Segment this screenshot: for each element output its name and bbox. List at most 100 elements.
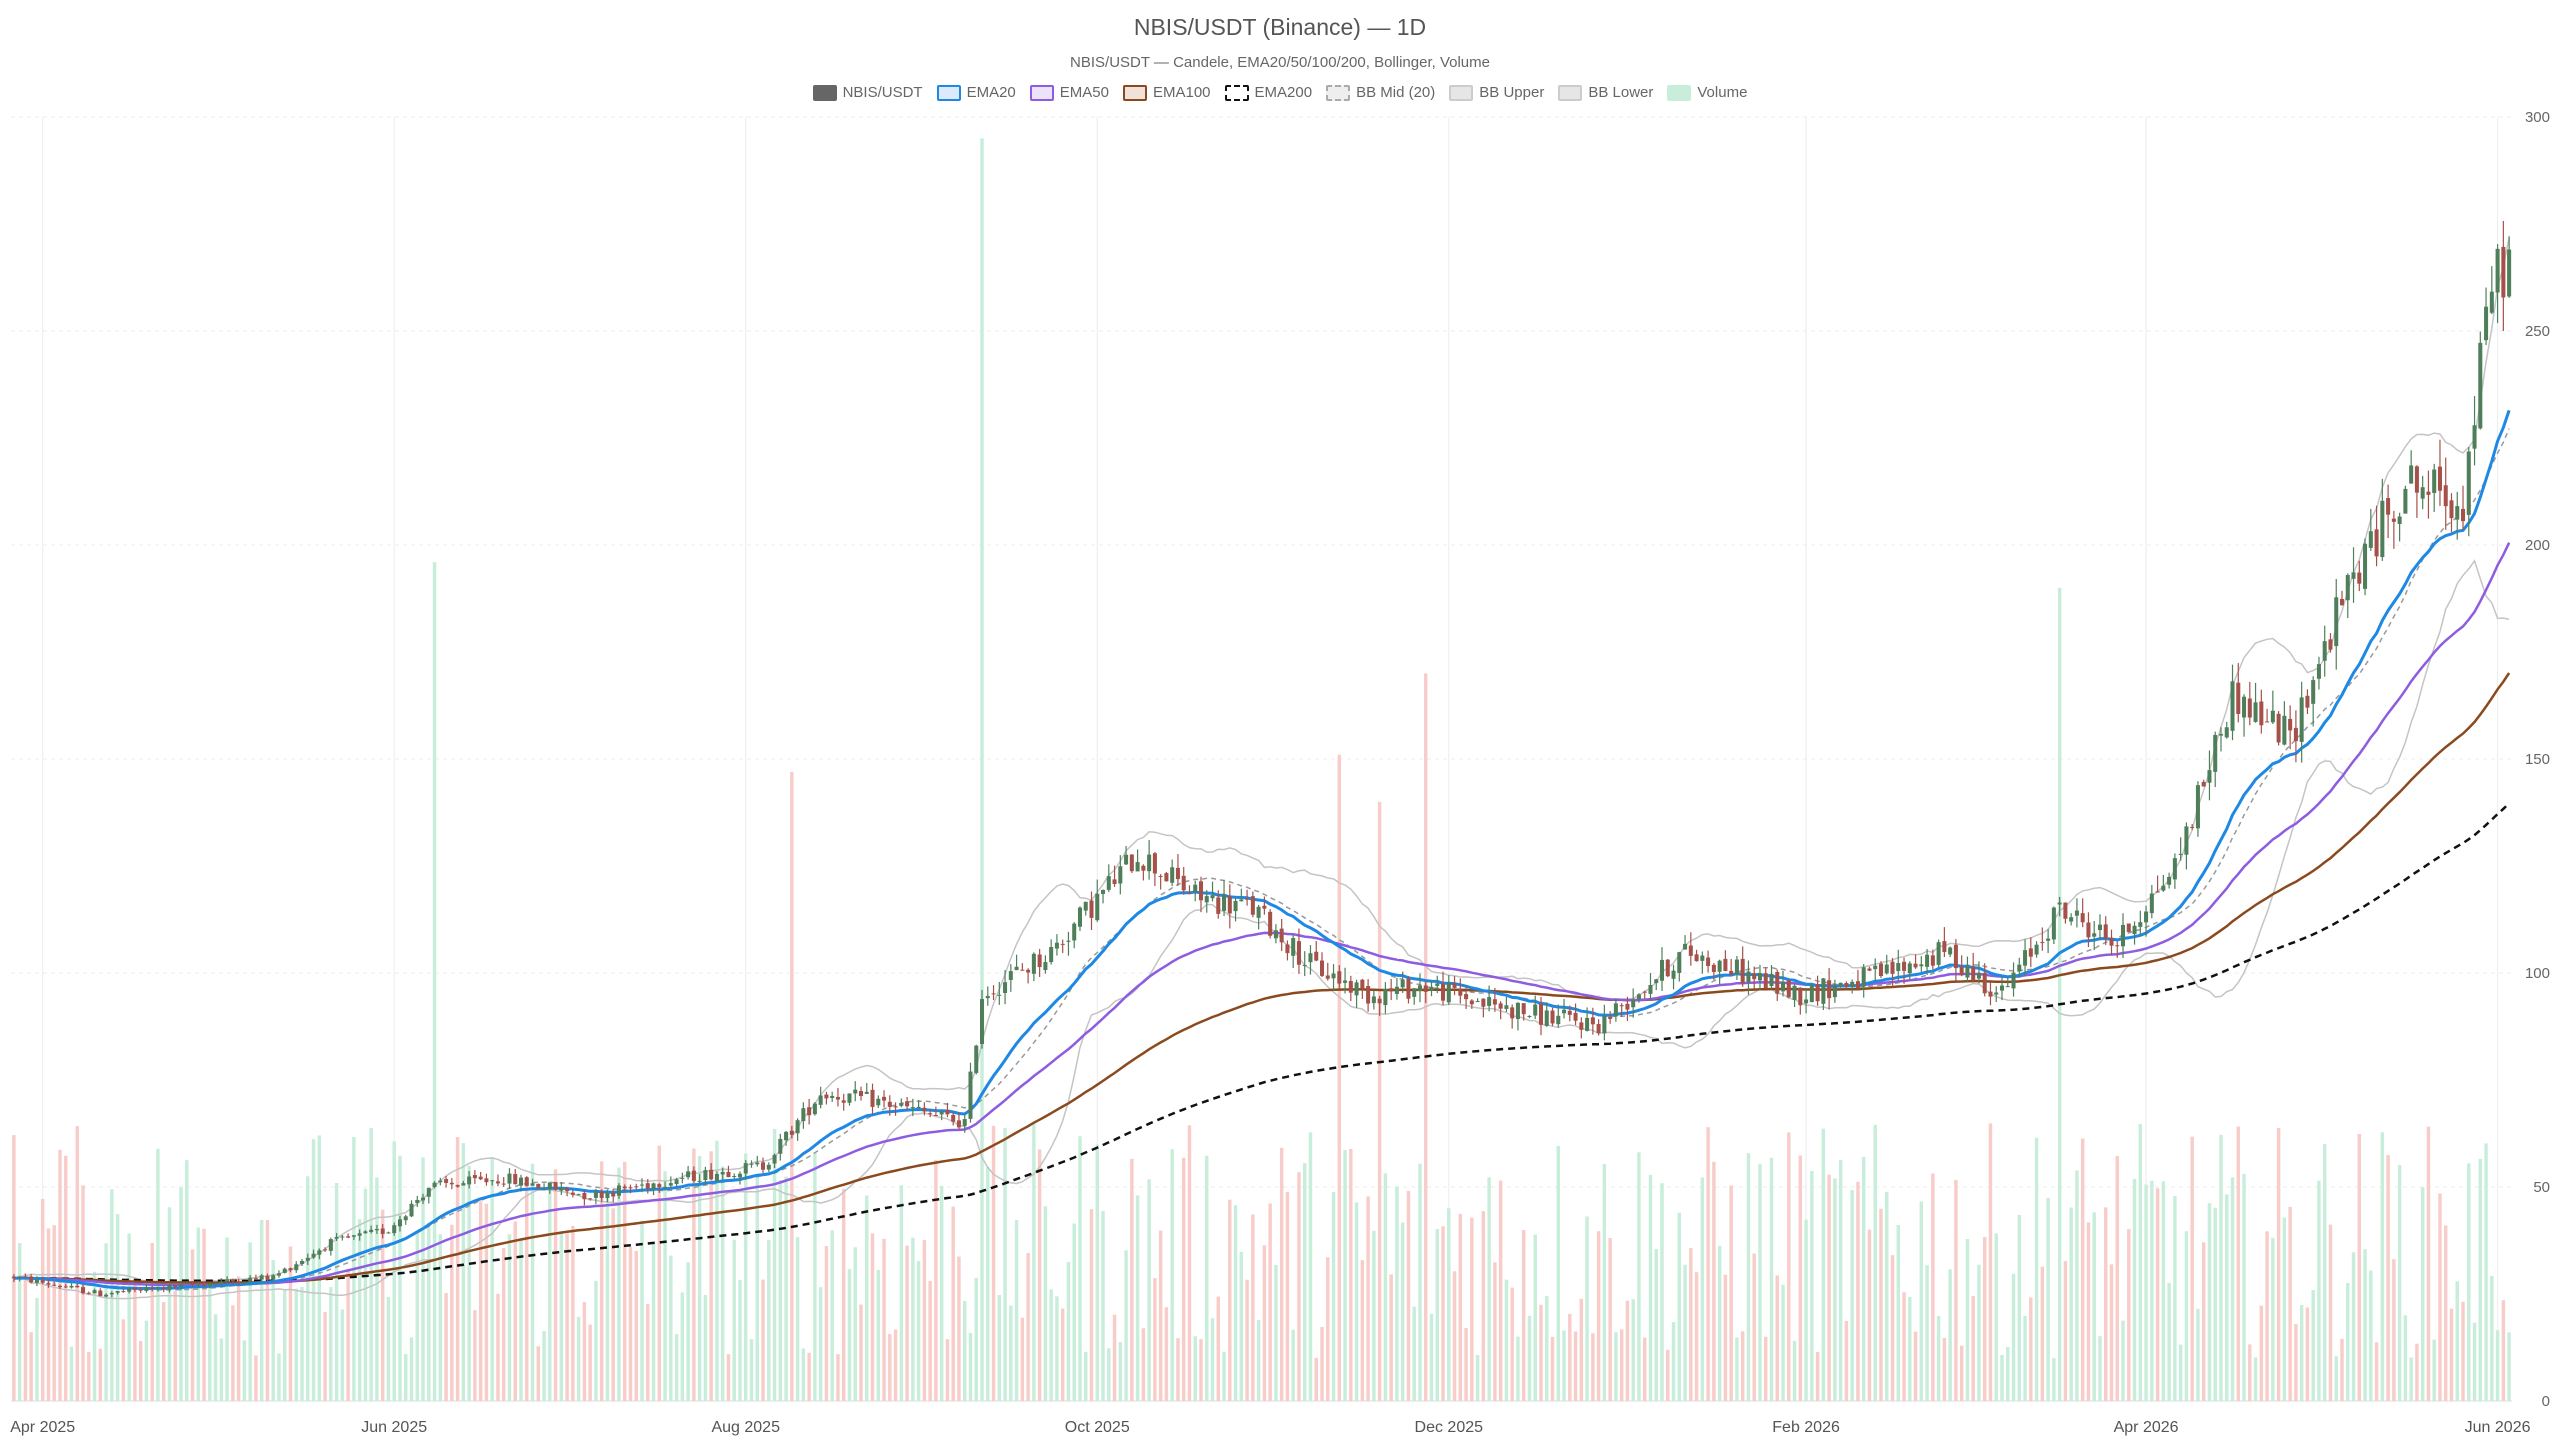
candle-body bbox=[997, 994, 1002, 996]
candle-body bbox=[2115, 945, 2120, 947]
candle-body bbox=[616, 1185, 621, 1196]
volume-bar bbox=[1095, 1144, 1099, 1401]
volume-bar bbox=[795, 1237, 800, 1401]
volume-bar bbox=[1654, 1249, 1658, 1401]
candle-body bbox=[1717, 960, 1722, 972]
volume-bar bbox=[1642, 1337, 1647, 1401]
candle-body bbox=[392, 1225, 397, 1234]
candle-body bbox=[1521, 1003, 1526, 1015]
candle-body bbox=[2023, 950, 2028, 966]
legend-swatch bbox=[1449, 84, 1474, 101]
candle-body bbox=[1083, 901, 1088, 911]
legend-label: EMA50 bbox=[1059, 84, 1109, 101]
volume-bar bbox=[133, 1277, 137, 1401]
volume-bar bbox=[1527, 1315, 1532, 1401]
candle-body bbox=[1919, 964, 1924, 967]
candle-body bbox=[1867, 968, 1872, 971]
candle-body bbox=[691, 1170, 696, 1181]
candle-body bbox=[1389, 988, 1394, 992]
candle-body bbox=[1348, 980, 1353, 993]
volume-bar bbox=[1441, 1226, 1445, 1401]
candle-body bbox=[2380, 500, 2385, 558]
legend-item[interactable]: EMA100 bbox=[1122, 84, 1211, 101]
volume-bar bbox=[1660, 1183, 1664, 1401]
candle-body bbox=[144, 1287, 149, 1291]
volume-bar bbox=[1798, 1155, 1803, 1401]
volume-bar bbox=[1193, 1336, 1197, 1401]
candle-body bbox=[542, 1189, 547, 1191]
candle-body bbox=[2213, 734, 2218, 772]
candle-body bbox=[2236, 682, 2241, 714]
candle-body bbox=[2328, 639, 2333, 650]
legend-item[interactable]: BB Lower bbox=[1558, 84, 1653, 101]
volume-bar bbox=[1637, 1152, 1641, 1401]
legend-item[interactable]: BB Mid (20) bbox=[1326, 84, 1435, 101]
candle-body bbox=[507, 1173, 512, 1184]
volume-bar bbox=[150, 1243, 154, 1401]
candle-body bbox=[1729, 970, 1734, 976]
candle-body bbox=[1890, 961, 1895, 974]
candle-body bbox=[1562, 1009, 1567, 1014]
volume-bar bbox=[363, 1188, 368, 1401]
candle-body bbox=[449, 1182, 454, 1185]
candle-body bbox=[2409, 465, 2414, 484]
volume-bar bbox=[1020, 1317, 1025, 1401]
candle-body bbox=[444, 1179, 449, 1183]
legend-item[interactable]: EMA20 bbox=[936, 84, 1016, 101]
legend-item[interactable]: Volume bbox=[1667, 84, 1747, 101]
volume-bar bbox=[75, 1126, 79, 1401]
volume-bar bbox=[1481, 1211, 1486, 1401]
candle-body bbox=[1815, 984, 1820, 1002]
candle-body bbox=[1037, 954, 1042, 968]
volume-bar bbox=[870, 1233, 875, 1401]
candle-body bbox=[472, 1175, 477, 1179]
volume-bar bbox=[409, 1337, 414, 1401]
volume-bar bbox=[144, 1320, 149, 1401]
volume-bar bbox=[1210, 1318, 1215, 1401]
legend-item[interactable]: NBIS/USDT bbox=[812, 84, 923, 101]
volume-bar bbox=[1205, 1155, 1209, 1401]
candle-body bbox=[155, 1287, 160, 1289]
candle-body bbox=[1158, 875, 1163, 877]
y-tick-label: 300 bbox=[2525, 109, 2550, 126]
candle-body bbox=[1809, 984, 1814, 1003]
candle-body bbox=[242, 1282, 247, 1285]
volume-bar bbox=[703, 1294, 708, 1401]
candle-body bbox=[1273, 930, 1278, 939]
candle-body bbox=[1579, 1022, 1584, 1030]
volume-bar bbox=[1850, 1190, 1854, 1401]
legend-item[interactable]: EMA200 bbox=[1224, 84, 1312, 101]
candle-body bbox=[1492, 999, 1497, 1005]
volume-bar bbox=[1596, 1231, 1601, 1401]
volume-bar bbox=[1821, 1128, 1826, 1401]
volume-bar bbox=[1302, 1163, 1307, 1401]
volume-bar bbox=[634, 1250, 638, 1401]
candle-body bbox=[570, 1192, 575, 1195]
volume-bar bbox=[2207, 1203, 2212, 1401]
volume-bar bbox=[1072, 1223, 1076, 1401]
volume-bar bbox=[778, 1180, 783, 1401]
volume-bar bbox=[680, 1292, 685, 1401]
volume-bar bbox=[772, 1128, 777, 1401]
volume-bar bbox=[1291, 1329, 1295, 1401]
volume-bar bbox=[536, 1346, 541, 1401]
legend-item[interactable]: BB Upper bbox=[1449, 84, 1544, 101]
candle-body bbox=[340, 1236, 345, 1238]
volume-bar bbox=[1977, 1264, 1981, 1401]
candle-body bbox=[1049, 947, 1054, 963]
candle-body bbox=[490, 1180, 495, 1182]
candle-body bbox=[1366, 986, 1371, 1004]
candle-body bbox=[974, 1045, 979, 1073]
ema20-line bbox=[13, 409, 2511, 1291]
candle-body bbox=[720, 1171, 725, 1175]
candle-body bbox=[1683, 943, 1688, 950]
candle-body bbox=[1377, 998, 1382, 1004]
candle-body bbox=[1441, 983, 1446, 1001]
candle-body bbox=[2426, 491, 2431, 495]
volume-bar bbox=[761, 1279, 765, 1401]
candle-body bbox=[2455, 506, 2460, 520]
legend-label: BB Lower bbox=[1588, 84, 1654, 101]
candle-body bbox=[2138, 922, 2143, 927]
legend-item[interactable]: EMA50 bbox=[1029, 84, 1109, 101]
volume-bar bbox=[1879, 1208, 1883, 1401]
